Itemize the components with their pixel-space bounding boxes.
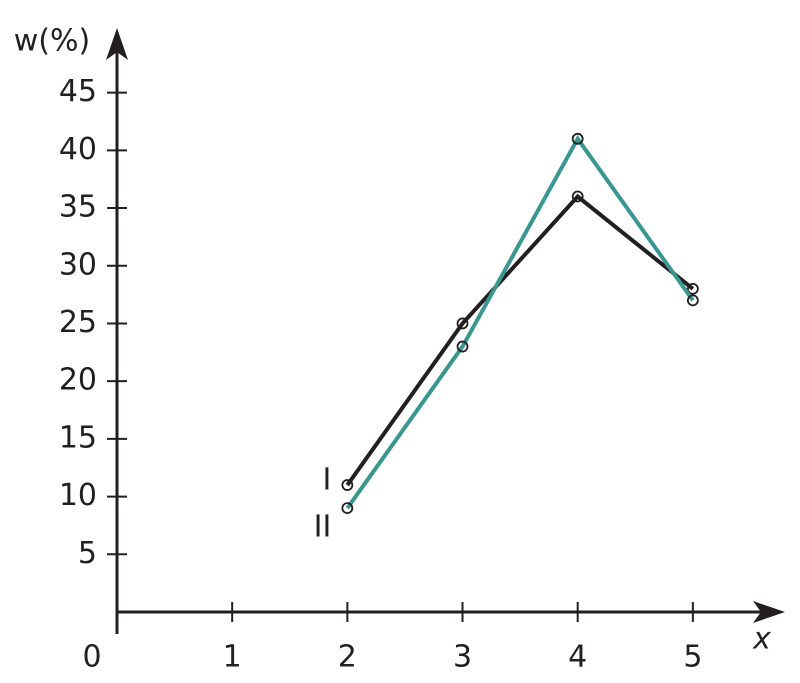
y-tick-label: 25 [59,305,97,340]
series-label: II [314,510,332,545]
x-tick-label: 4 [568,640,587,675]
y-tick-label: 45 [59,74,97,109]
x-axis-arrow [753,601,785,623]
data-point [686,294,699,307]
series-line [345,135,695,510]
x-tick-label: 0 [82,640,101,675]
data-point [571,132,584,145]
data-point [686,282,699,295]
x-tick-label: 1 [223,640,242,675]
y-axis-arrow [106,28,128,60]
data-point [571,190,584,203]
x-tick-label: 3 [453,640,472,675]
y-tick-label: 35 [59,190,97,225]
x-axis-label: x [752,622,771,657]
y-tick-label: 30 [59,247,97,282]
data-point [456,317,469,330]
y-tick-label: 5 [78,536,97,571]
data-point [341,479,354,491]
data-point [456,340,469,353]
data-point [341,502,354,515]
y-axis-label: w(%) [14,24,90,59]
series-line [345,193,695,487]
y-tick-label: 20 [59,363,97,398]
x-tick-label: 5 [683,640,702,675]
y-tick-label: 15 [59,420,97,455]
y-tick-label: 40 [59,132,97,167]
y-tick-label: 10 [59,478,97,513]
series-label: I [322,463,331,498]
x-tick-label: 2 [338,640,357,675]
